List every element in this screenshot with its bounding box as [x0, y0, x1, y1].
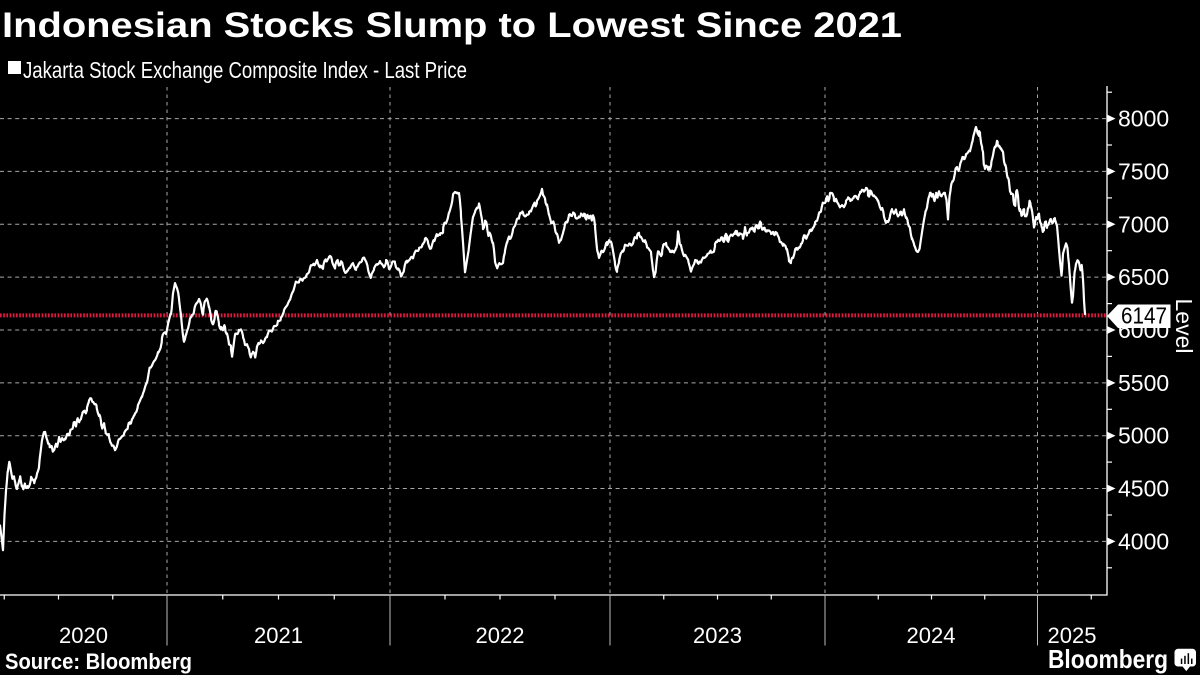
svg-text:6147: 6147	[1121, 303, 1167, 329]
svg-text:2025: 2025	[1048, 623, 1097, 648]
svg-text:Indonesian Stocks Slump to Low: Indonesian Stocks Slump to Lowest Since …	[2, 6, 902, 45]
svg-text:Level: Level	[1171, 299, 1197, 354]
svg-text:2023: 2023	[693, 623, 742, 648]
svg-text:5500: 5500	[1118, 370, 1169, 396]
svg-text:6500: 6500	[1118, 264, 1169, 290]
svg-text:2022: 2022	[476, 623, 525, 648]
svg-text:7500: 7500	[1118, 158, 1169, 184]
svg-text:7000: 7000	[1118, 211, 1169, 237]
svg-text:Source: Bloomberg: Source: Bloomberg	[5, 649, 192, 674]
svg-text:2021: 2021	[254, 623, 303, 648]
svg-text:2024: 2024	[907, 623, 956, 648]
svg-text:4000: 4000	[1118, 528, 1169, 554]
svg-text:8000: 8000	[1118, 106, 1169, 132]
svg-text:Bloomberg: Bloomberg	[1048, 644, 1168, 674]
svg-text:5000: 5000	[1118, 423, 1169, 449]
svg-text:Jakarta Stock Exchange Composi: Jakarta Stock Exchange Composite Index -…	[23, 57, 467, 83]
svg-text:4500: 4500	[1118, 476, 1169, 502]
svg-text:2020: 2020	[59, 623, 108, 648]
